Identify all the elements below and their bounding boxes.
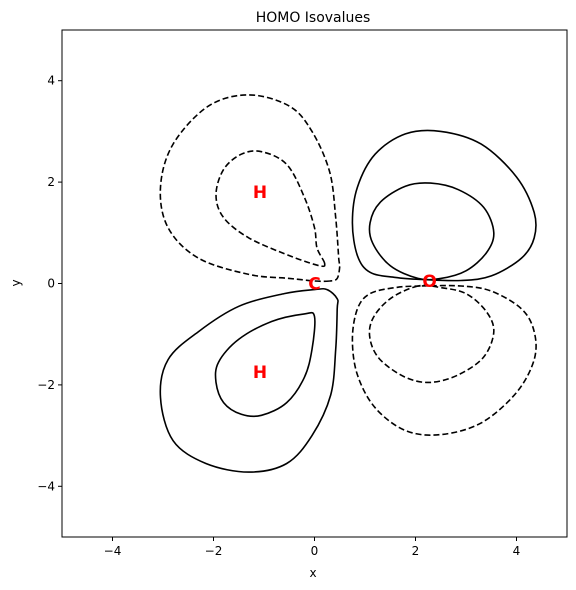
atom-label-h-2: H (253, 183, 267, 203)
atom-label-c-0: C (308, 275, 320, 295)
x-tick-label: −2 (205, 544, 223, 558)
x-axis-label: x (309, 566, 316, 580)
contour-upper-right-inner (368, 182, 495, 281)
atom-label-h-3: H (253, 363, 267, 383)
contour-lower-left-inner (214, 311, 316, 418)
y-tick-label: 0 (47, 277, 55, 291)
contour-lower-right-outer (351, 284, 537, 436)
contour-lower-left-outer (159, 287, 339, 473)
x-tick-label: 4 (513, 544, 521, 558)
contour-upper-right-outer (351, 129, 537, 282)
y-tick-label: 4 (47, 74, 55, 88)
x-tick-label: 2 (412, 544, 420, 558)
x-tick-label: 0 (311, 544, 319, 558)
axis-ticks: −4 −2 0 2 4 −4 −2 0 2 4 (37, 74, 520, 558)
atom-label-o-1: O (422, 272, 436, 292)
y-tick-label: −4 (37, 479, 55, 493)
atom-label-layer: C O H H (253, 183, 437, 383)
plot-area-frame (61, 29, 568, 538)
contour-lower-right-inner (368, 284, 495, 384)
contour-upper-left-inner (215, 150, 326, 268)
contour-upper-left-outer (159, 94, 341, 283)
chart-title: HOMO Isovalues (256, 10, 371, 26)
y-axis-label: y (9, 279, 23, 286)
y-tick-label: −2 (37, 378, 55, 392)
contour-layer (159, 94, 537, 473)
x-tick-label: −4 (104, 544, 122, 558)
y-tick-label: 2 (47, 175, 55, 189)
